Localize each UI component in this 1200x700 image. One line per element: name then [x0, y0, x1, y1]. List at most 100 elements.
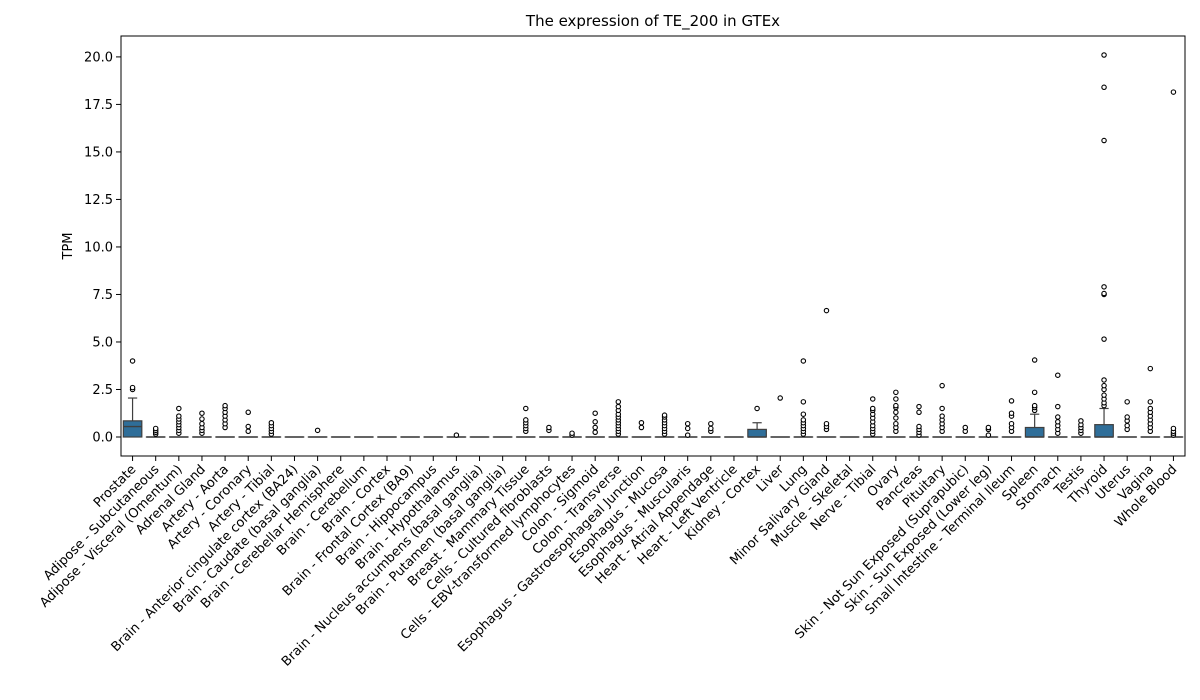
outlier-point [823, 307, 830, 314]
outlier-point [708, 420, 714, 427]
outlier-point [869, 396, 876, 402]
outlier-point [199, 416, 205, 422]
outlier-point [1124, 414, 1130, 420]
outlier-point [592, 429, 598, 435]
plot-frame [120, 35, 1186, 457]
outlier-point [199, 420, 205, 427]
outlier-point [1055, 372, 1061, 378]
outlier-point [1101, 290, 1107, 297]
outlier-point [800, 358, 807, 364]
outlier-point [1008, 420, 1015, 427]
outlier-point [1008, 410, 1015, 416]
outlier-point [1147, 399, 1154, 405]
outlier-point [1101, 84, 1107, 91]
outlier-point [1055, 403, 1061, 410]
outlier-point [546, 424, 552, 431]
outlier-point [615, 399, 622, 405]
box [1094, 424, 1114, 438]
outlier-point [684, 432, 691, 438]
outlier-point [869, 405, 876, 412]
y-tick-label: 15.0 [84, 145, 113, 160]
outlier-point [985, 424, 992, 431]
outlier-point [453, 432, 460, 438]
outlier-point [592, 419, 598, 425]
outlier-point [222, 402, 228, 409]
y-tick-label: 2.5 [92, 383, 113, 398]
outlier-point [893, 409, 899, 416]
outlier-point [1101, 392, 1107, 398]
outlier-point [893, 389, 899, 396]
outlier-point [1031, 402, 1038, 409]
outlier-point [777, 395, 783, 401]
outlier-point [1101, 377, 1107, 383]
outlier-point [939, 382, 945, 389]
outlier-point [523, 417, 529, 423]
outlier-point [1031, 389, 1038, 396]
box [1024, 426, 1045, 438]
outlier-point [523, 405, 529, 412]
outlier-point [1078, 418, 1084, 424]
outlier-point [129, 384, 136, 391]
outlier-point [129, 358, 136, 364]
outlier-point [916, 423, 922, 430]
outlier-point [199, 410, 205, 416]
outlier-point [939, 405, 945, 412]
outlier-point [638, 419, 645, 426]
outlier-point [592, 410, 598, 416]
outlier-point [245, 409, 251, 416]
outlier-point [1147, 365, 1154, 372]
box [747, 428, 767, 438]
outlier-point [1170, 425, 1177, 432]
y-tick-label: 20.0 [84, 50, 113, 65]
outlier-point [1147, 405, 1154, 412]
outlier-point [1101, 137, 1107, 144]
y-tick-label: 12.5 [84, 193, 113, 208]
outlier-point [1008, 398, 1015, 404]
outlier-point [754, 405, 760, 412]
outlier-point [916, 403, 922, 410]
outlier-point [592, 424, 598, 431]
outlier-point [1101, 52, 1107, 58]
outlier-point [684, 425, 691, 432]
y-tick-label: 7.5 [92, 288, 113, 303]
box [122, 420, 143, 438]
outlier-point [176, 405, 182, 412]
outlier-point [638, 424, 645, 431]
outlier-point [893, 415, 899, 421]
outlier-point [823, 420, 830, 427]
outlier-point [1170, 89, 1177, 95]
outlier-point [245, 428, 251, 435]
outlier-point [893, 420, 899, 427]
outlier-point [708, 425, 714, 432]
outlier-point [1055, 414, 1061, 420]
outlier-point [1101, 284, 1107, 290]
outlier-point [314, 427, 321, 434]
outlier-point [985, 432, 992, 438]
outlier-point [893, 396, 899, 402]
y-tick-label: 17.5 [84, 98, 113, 113]
outlier-point [684, 420, 691, 427]
y-axis-label: TPM [61, 233, 76, 261]
outlier-point [1124, 422, 1130, 429]
chart-title: The expression of TE_200 in GTEx [525, 12, 780, 31]
outlier-point [800, 417, 807, 423]
outlier-point [962, 424, 969, 431]
outlier-point [569, 430, 575, 436]
outlier-point [152, 425, 159, 432]
outlier-point [893, 402, 899, 409]
outlier-point [1031, 357, 1038, 363]
outlier-point [916, 409, 922, 416]
outlier-point [661, 412, 668, 418]
outlier-point [245, 423, 251, 430]
outlier-point [1101, 336, 1107, 342]
outlier-point [1101, 382, 1107, 389]
outlier-point [176, 413, 182, 419]
outlier-point [615, 403, 622, 410]
outlier-point [1124, 399, 1130, 405]
y-tick-label: 5.0 [92, 335, 113, 350]
y-tick-label: 0.0 [92, 430, 113, 445]
outlier-point [1055, 419, 1061, 425]
y-tick-label: 10.0 [84, 240, 113, 255]
